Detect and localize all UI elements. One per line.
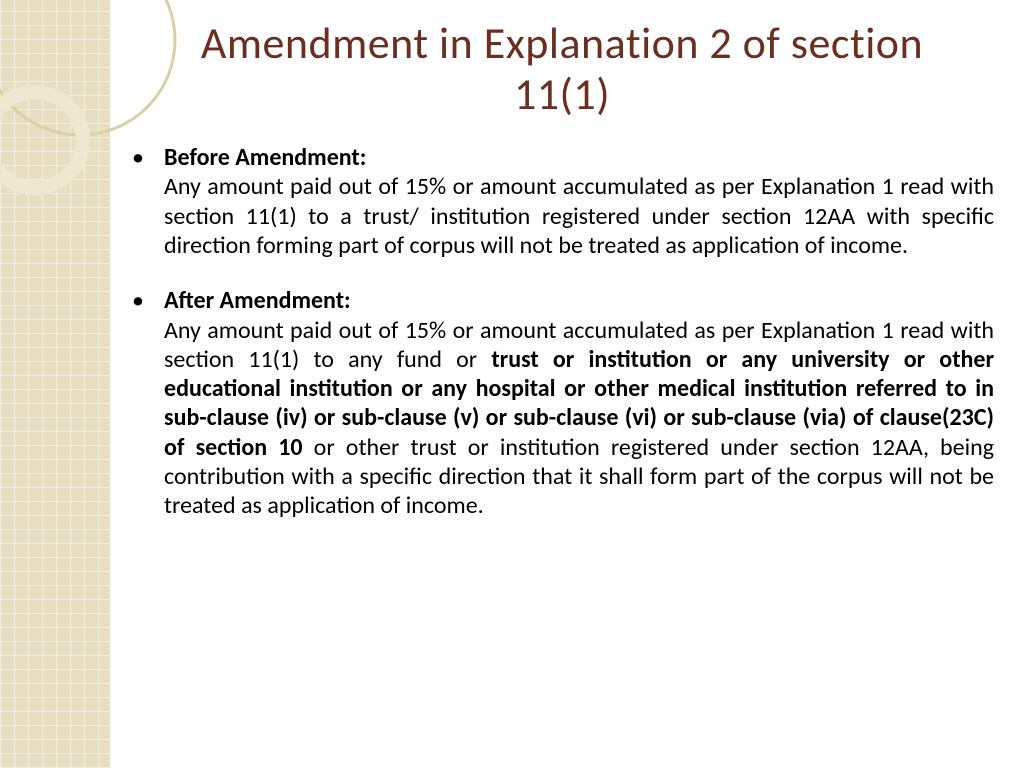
section-heading: After Amendment: [164,286,351,315]
bullet-icon: • [130,286,164,315]
sidebar-grid-decoration [0,0,110,768]
bullet-icon: • [130,143,164,172]
section-after: • After Amendment: Any amount paid out o… [130,286,994,520]
section-heading: Before Amendment: [164,143,366,172]
slide-title: Amendment in Explanation 2 of section 11… [130,18,994,119]
section-paragraph: Any amount paid out of 15% or amount acc… [164,316,994,521]
slide-content: Amendment in Explanation 2 of section 11… [130,0,994,546]
bullet-list: • Before Amendment: Any amount paid out … [130,143,994,520]
section-before: • Before Amendment: Any amount paid out … [130,143,994,260]
section-paragraph: Any amount paid out of 15% or amount acc… [164,172,994,260]
